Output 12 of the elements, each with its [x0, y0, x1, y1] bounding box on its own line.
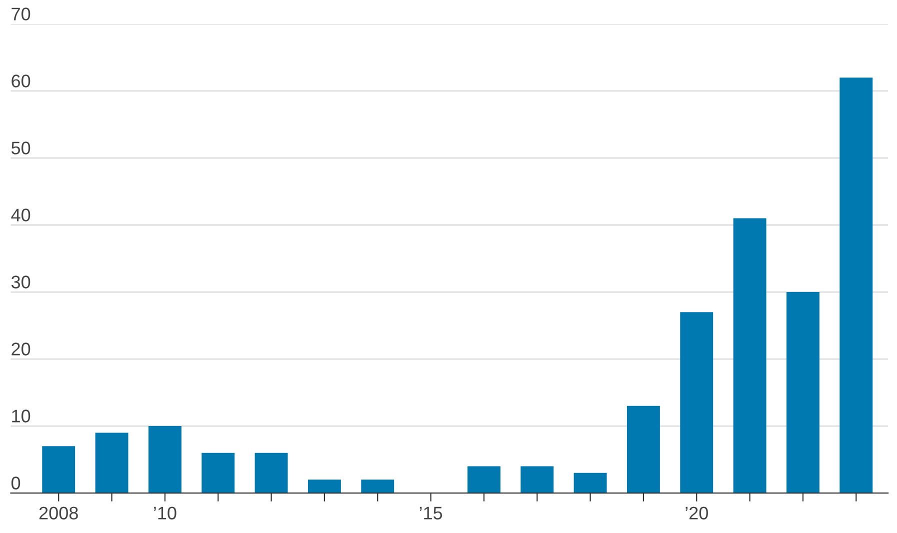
x-tick-label: ’15 — [420, 506, 442, 520]
y-tick-label: 0 — [11, 476, 20, 490]
y-tick-label: 40 — [11, 208, 30, 222]
x-tick-label: ’10 — [154, 506, 176, 520]
y-tick-label: 20 — [12, 342, 30, 356]
y-tick-label: 10 — [12, 410, 30, 422]
x-tick-label: ’20 — [686, 506, 708, 520]
y-tick-label: 70 — [12, 8, 30, 20]
y-tick-label: 50 — [11, 142, 30, 154]
x-tick-label: 2008 — [39, 506, 78, 520]
y-tick-label: 30 — [11, 276, 30, 288]
y-tick-label: 60 — [12, 74, 30, 88]
